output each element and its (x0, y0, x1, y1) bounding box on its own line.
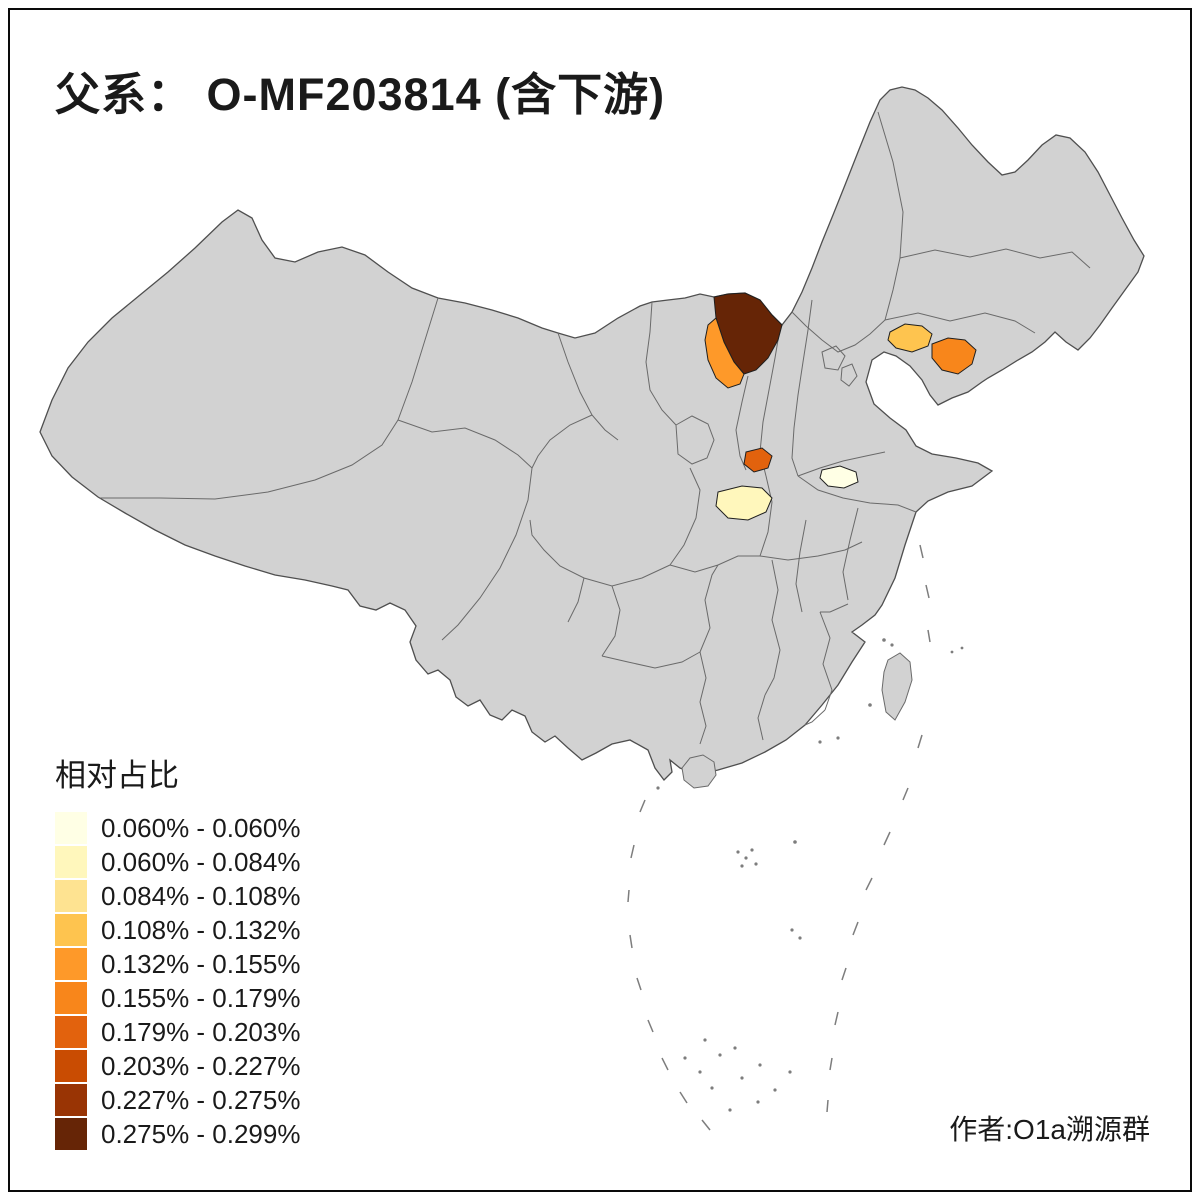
taiwan-island (881, 652, 913, 721)
china-mainland (39, 86, 1145, 781)
legend-swatch (55, 1050, 87, 1082)
legend-swatch (55, 1084, 87, 1116)
legend-item: 0.060% - 0.060% (55, 811, 300, 845)
region-central-orange-red (743, 447, 773, 473)
legend-swatch (55, 846, 87, 878)
legend-label: 0.132% - 0.155% (101, 948, 301, 979)
region-northeast-light-orange (887, 323, 933, 353)
legend-label: 0.275% - 0.299% (101, 1118, 301, 1149)
legend-label: 0.155% - 0.179% (101, 982, 301, 1013)
south-china-sea-islands (627, 544, 964, 1131)
legend-label: 0.108% - 0.132% (101, 914, 301, 945)
region-central-pale-yellow (715, 485, 773, 521)
hainan-island (681, 754, 717, 789)
legend-item: 0.203% - 0.227% (55, 1049, 300, 1083)
legend-swatch (55, 982, 87, 1014)
legend-item: 0.108% - 0.132% (55, 913, 300, 947)
legend-item: 0.060% - 0.084% (55, 845, 300, 879)
legend-item: 0.084% - 0.108% (55, 879, 300, 913)
legend-label: 0.060% - 0.060% (101, 812, 301, 843)
region-central-east-cream (819, 465, 859, 489)
legend-swatch (55, 812, 87, 844)
legend-swatch (55, 880, 87, 912)
legend-label: 0.179% - 0.203% (101, 1016, 301, 1047)
legend-label: 0.227% - 0.275% (101, 1084, 301, 1115)
legend-label: 0.203% - 0.227% (101, 1050, 301, 1081)
legend-item: 0.179% - 0.203% (55, 1015, 300, 1049)
legend-swatch (55, 1118, 87, 1150)
legend: 相对占比 0.060% - 0.060% 0.060% - 0.084% 0.0… (55, 750, 300, 1151)
legend-item: 0.155% - 0.179% (55, 981, 300, 1015)
legend-item: 0.275% - 0.299% (55, 1117, 300, 1151)
legend-title: 相对占比 (55, 758, 179, 793)
legend-swatch (55, 914, 87, 946)
attribution: 作者:O1a溯源群 (949, 1114, 1150, 1145)
legend-swatch (55, 948, 87, 980)
legend-label: 0.060% - 0.084% (101, 846, 301, 877)
page-title: 父系： O-MF203814 (含下游) (55, 69, 666, 120)
legend-swatch (55, 1016, 87, 1048)
region-north-central-west-orange (704, 317, 745, 389)
legend-label: 0.084% - 0.108% (101, 880, 301, 911)
highlight-regions (704, 292, 977, 521)
legend-item: 0.227% - 0.275% (55, 1083, 300, 1117)
region-northeast-orange (931, 337, 977, 375)
legend-item: 0.132% - 0.155% (55, 947, 300, 981)
